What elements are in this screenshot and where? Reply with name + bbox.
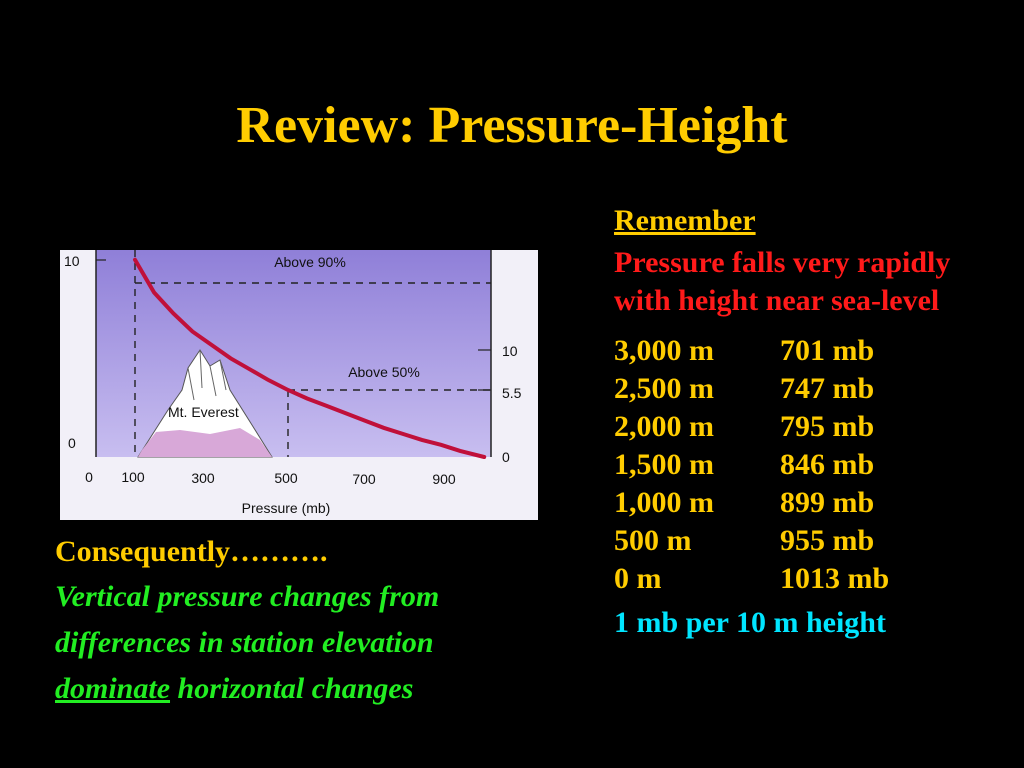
pressure-cell: 899 mb: [780, 486, 875, 519]
slide-title: Review: Pressure-Height: [236, 97, 788, 154]
consequently-block: Consequently………. Vertical pressure chang…: [55, 530, 595, 712]
table-row: 0 m 1013 mb: [614, 560, 1014, 598]
table-row: 500 m 955 mb: [614, 522, 1014, 560]
height-cell: 0 m: [614, 562, 662, 595]
height-cell: 1,000 m: [614, 486, 714, 519]
remember-panel: Remember Pressure falls very rapidly wit…: [614, 202, 1014, 642]
height-cell: 2,500 m: [614, 372, 714, 405]
pressure-cell: 955 mb: [780, 524, 875, 557]
pressure-cell: 1013 mb: [780, 562, 890, 595]
pressure-cell: 795 mb: [780, 410, 875, 443]
green-line-1: Vertical pressure changes from: [55, 580, 440, 613]
pressure-height-curve: [133, 257, 487, 459]
remember-heading: Remember: [614, 204, 756, 237]
table-row: 2,000 m 795 mb: [614, 408, 1014, 446]
pressure-cell: 701 mb: [780, 334, 875, 367]
mt-everest-label: Mt. Everest: [168, 404, 239, 420]
table-row: 2,500 m 747 mb: [614, 370, 1014, 408]
left-tick-label-10: 10: [64, 253, 80, 269]
x-tick-label-100: 100: [121, 469, 145, 485]
table-row: 3,000 m 701 mb: [614, 332, 1014, 370]
pressure-cell: 747 mb: [780, 372, 875, 405]
table-row: 1,000 m 899 mb: [614, 484, 1014, 522]
x-tick-label-500: 500: [274, 470, 298, 486]
chart-svg: Above 90% Above 50% Mt. Everest 10 0 10 …: [60, 250, 538, 520]
height-cell: 500 m: [614, 524, 692, 557]
x-tick-label-0: 0: [85, 469, 93, 485]
left-tick-label-0: 0: [68, 435, 76, 451]
dominate-word: dominate: [55, 672, 171, 705]
green-rest: horizontal changes: [170, 672, 414, 705]
green-line-2: differences in station elevation: [55, 626, 434, 659]
x-tick-label-900: 900: [432, 471, 456, 487]
pressure-height-chart: Above 90% Above 50% Mt. Everest 10 0 10 …: [60, 250, 538, 520]
green-line-3: dominate horizontal changes: [55, 666, 595, 712]
consequently-heading: Consequently……….: [55, 535, 328, 568]
x-axis-label: Pressure (mb): [242, 500, 331, 516]
pressure-cell: 846 mb: [780, 448, 875, 481]
above-90-label: Above 90%: [274, 254, 346, 270]
height-cell: 2,000 m: [614, 410, 714, 443]
right-tick-label-5-5: 5.5: [502, 385, 522, 401]
table-row: 1,500 m 846 mb: [614, 446, 1014, 484]
height-cell: 3,000 m: [614, 334, 714, 367]
x-tick-label-700: 700: [352, 471, 376, 487]
right-tick-label-0: 0: [502, 449, 510, 465]
above-50-label: Above 50%: [348, 364, 420, 380]
x-tick-label-300: 300: [191, 470, 215, 486]
plot-area: [96, 250, 491, 457]
right-tick-label-10: 10: [502, 343, 518, 359]
pressure-height-table: 3,000 m 701 mb 2,500 m 747 mb 2,000 m 795 m…: [614, 332, 1014, 598]
pressure-falls-note: Pressure falls very rapidly with height …: [614, 246, 951, 317]
height-cell: 1,500 m: [614, 448, 714, 481]
rule-of-thumb: 1 mb per 10 m height: [614, 606, 886, 639]
mount-everest-graphic: [137, 349, 273, 458]
